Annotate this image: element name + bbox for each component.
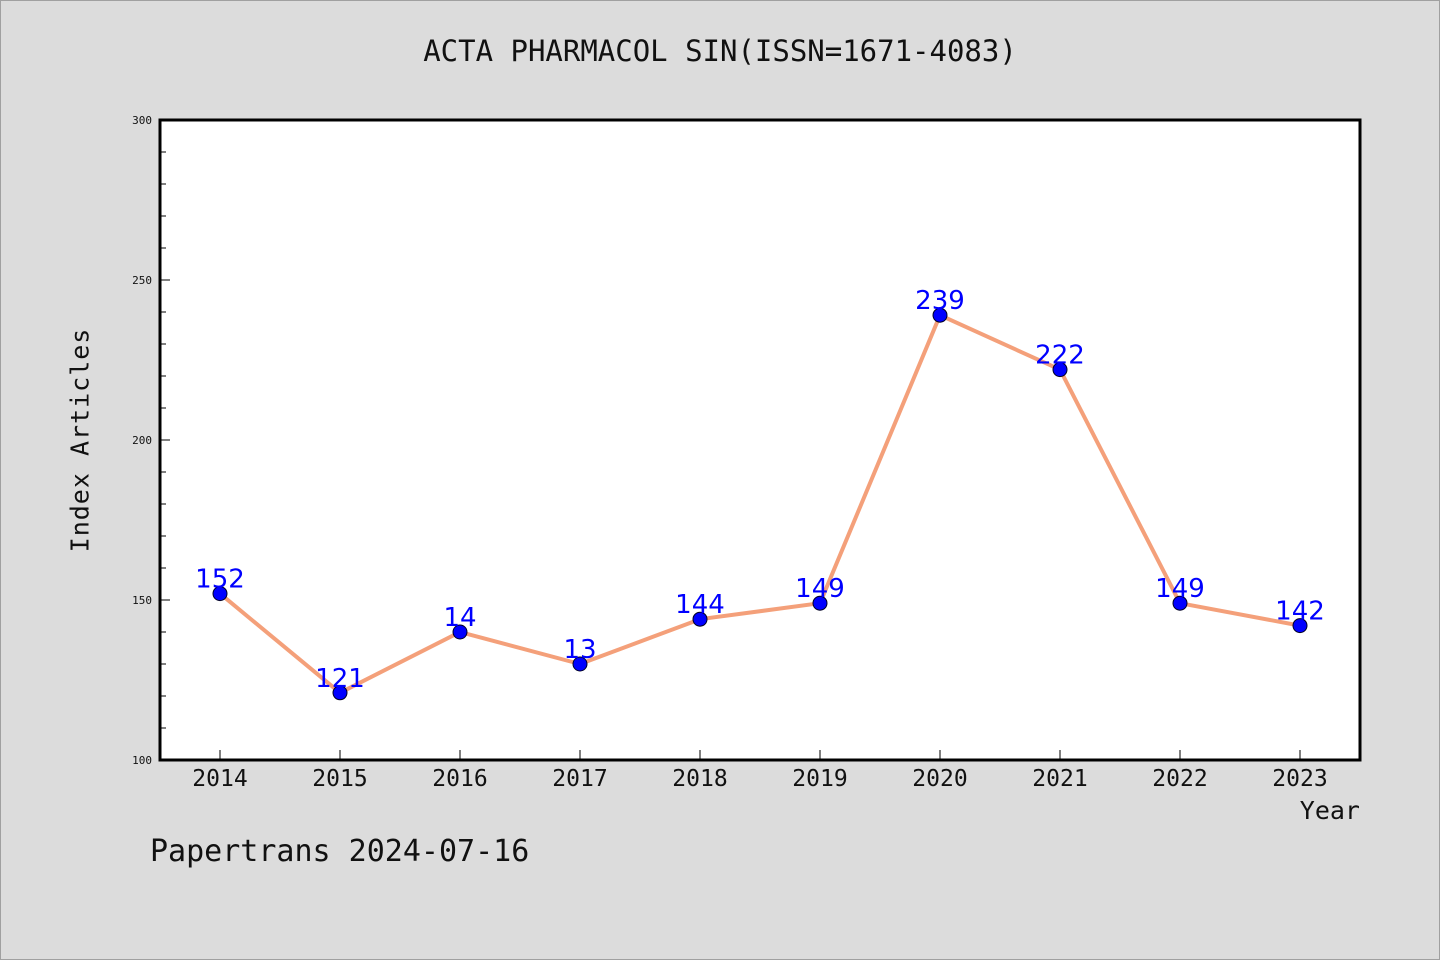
data-label: 149 <box>795 574 845 604</box>
data-label: 144 <box>675 590 725 620</box>
data-label: 142 <box>1275 597 1325 627</box>
y-tick-label: 150 <box>132 594 152 607</box>
data-label: 239 <box>915 286 965 316</box>
data-point <box>452 624 468 640</box>
data-point <box>812 595 828 611</box>
x-tick-label: 2018 <box>672 766 727 792</box>
plot-area <box>158 118 1362 762</box>
data-point <box>1172 595 1188 611</box>
x-axis-label: Year <box>1299 796 1360 825</box>
data-point <box>572 656 588 672</box>
data-point <box>332 685 348 701</box>
series-line <box>218 313 1301 695</box>
x-tick-label: 2015 <box>312 766 367 792</box>
x-tick-label: 2014 <box>192 766 247 792</box>
data-point <box>1292 618 1308 634</box>
data-label: 13 <box>563 635 596 665</box>
data-point <box>692 611 708 627</box>
y-tick-label: 300 <box>132 114 152 127</box>
x-tick-label: 2021 <box>1032 766 1087 792</box>
footer-text: Papertrans 2024-07-16 <box>150 834 530 869</box>
data-point <box>1052 362 1068 378</box>
y-tick-label: 250 <box>132 274 152 287</box>
x-tick-label: 2023 <box>1272 766 1327 792</box>
data-label: 14 <box>443 603 476 633</box>
y-tick-label: 200 <box>132 434 152 447</box>
x-tick-label: 2016 <box>432 766 487 792</box>
data-point <box>932 307 948 323</box>
data-label: 222 <box>1035 341 1085 371</box>
data-label: 149 <box>1155 574 1205 604</box>
x-tick-label: 2022 <box>1152 766 1207 792</box>
data-label: 121 <box>315 664 365 694</box>
x-tick-label: 2017 <box>552 766 607 792</box>
x-tick-label: 2019 <box>792 766 847 792</box>
x-tick-label: 2020 <box>912 766 967 792</box>
data-point <box>212 586 228 602</box>
y-tick-label: 100 <box>132 754 152 767</box>
data-label: 152 <box>195 565 245 595</box>
chart-title: ACTA PHARMACOL SIN(ISSN=1671-4083) <box>423 34 1017 68</box>
